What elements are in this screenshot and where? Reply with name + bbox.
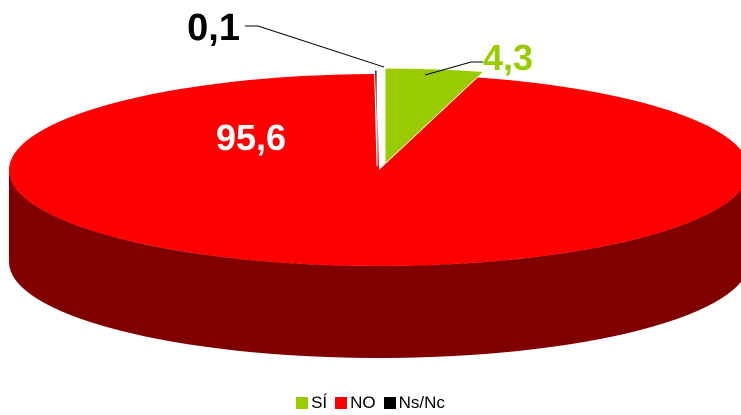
data-label-no: 95,6: [216, 117, 286, 158]
data-label-ns-nc: 0,1: [187, 7, 240, 49]
legend-swatch-nsnc: [383, 397, 396, 409]
legend-swatch-si: [296, 397, 309, 409]
legend-item-si: SÍ: [296, 393, 327, 413]
leader-line-nsnc: [245, 25, 385, 68]
legend-label-si: SÍ: [311, 393, 328, 412]
legend-label-no: NO: [350, 393, 376, 412]
data-labels: 4,3 95,6 0,1: [187, 7, 533, 158]
leader-lines: [245, 25, 483, 76]
pie-slice-ns-nc: [374, 69, 378, 167]
legend-label-nsnc: Ns/Nc: [398, 393, 445, 412]
data-label-s: 4,3: [483, 37, 533, 78]
legend-item-nsnc: Ns/Nc: [383, 393, 445, 413]
legend-item-no: NO: [335, 393, 376, 413]
leader-line-si: [424, 61, 483, 76]
legend-swatch-no: [335, 397, 348, 409]
legend: SÍ NO Ns/Nc: [0, 393, 741, 413]
pie-side-no: [9, 170, 741, 358]
pie-slices: [9, 67, 741, 358]
pie-slice-no: [9, 74, 741, 266]
pie-slice-s: [384, 67, 485, 166]
